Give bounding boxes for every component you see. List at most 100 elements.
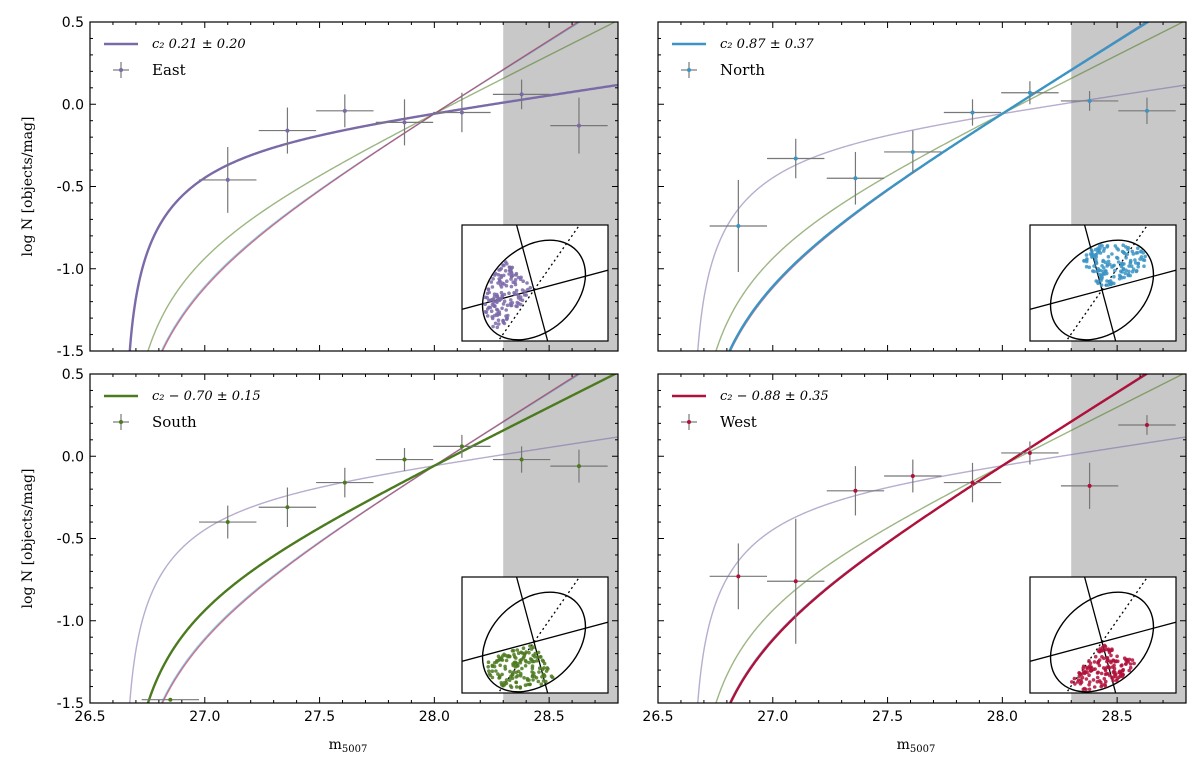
y-tick-label: -0.5 — [57, 180, 84, 196]
pn-dot — [514, 273, 518, 277]
pn-dot — [519, 671, 523, 676]
pn-dot — [523, 664, 528, 668]
pn-dot — [1124, 658, 1128, 662]
pn-dot — [1111, 670, 1116, 674]
pn-dot — [535, 655, 540, 659]
pn-dot — [1113, 268, 1117, 273]
point-marker — [285, 505, 290, 510]
fit-curve-east — [697, 84, 1186, 351]
x-axis-label-sub: 5007 — [910, 744, 935, 755]
fit-curve-south — [715, 374, 1185, 703]
pn-dot — [1096, 246, 1100, 251]
pn-dot — [1097, 272, 1102, 277]
fit-curve-west — [161, 22, 580, 351]
data-point — [709, 543, 768, 610]
pn-dot — [504, 317, 509, 322]
data-point — [1001, 441, 1059, 465]
pn-dot — [537, 670, 541, 674]
panel-north: c₂ 0.87 ± 0.37 North — [657, 21, 1187, 352]
pn-dot — [493, 321, 498, 326]
fit-curve-west-main — [729, 374, 1149, 703]
pn-dot — [1097, 663, 1102, 668]
pn-dot — [486, 287, 491, 292]
pn-dot — [1102, 677, 1107, 681]
pn-dot — [1121, 673, 1125, 677]
pn-dot — [539, 682, 544, 686]
pn-dot — [1113, 674, 1118, 679]
pn-dot — [1099, 283, 1104, 287]
data-point — [433, 92, 491, 133]
pn-dot — [537, 666, 542, 670]
pn-dot — [1095, 671, 1100, 675]
point-marker — [1144, 422, 1149, 427]
pn-dot — [1112, 274, 1116, 279]
pn-dot — [1087, 687, 1092, 692]
x-tick-label: 27.5 — [304, 709, 335, 725]
pn-dot — [1120, 262, 1125, 266]
pn-dot — [1078, 682, 1083, 686]
x-tick-label: 27.0 — [189, 709, 220, 725]
data-point — [1118, 97, 1176, 124]
pn-dot — [1128, 665, 1133, 670]
point-marker — [910, 149, 915, 154]
point-marker — [853, 488, 858, 493]
pn-dot — [1110, 252, 1114, 256]
galaxy-ellipse — [481, 591, 587, 693]
pn-dot — [484, 310, 489, 315]
pn-dot — [485, 307, 490, 311]
pn-dot — [492, 273, 497, 277]
pn-dot — [1116, 248, 1121, 252]
point-marker — [736, 223, 741, 228]
x-axis-label: m5007 — [897, 737, 936, 755]
pn-dot — [1092, 685, 1097, 689]
pn-dot — [501, 263, 505, 267]
pn-dot — [1100, 264, 1104, 268]
pn-dot — [1104, 647, 1108, 652]
pn-dot — [1131, 267, 1136, 272]
pn-dot — [494, 669, 498, 673]
data-point — [316, 94, 374, 128]
pn-dot — [1070, 680, 1074, 684]
pn-dot — [1110, 665, 1115, 669]
pn-dot — [1134, 269, 1139, 274]
pn-dot — [1116, 260, 1121, 264]
pn-dot — [502, 292, 507, 297]
pn-dot — [1094, 260, 1099, 265]
pn-dot — [487, 669, 491, 673]
pn-dot — [1084, 677, 1089, 681]
pn-dot — [1130, 658, 1135, 662]
data-point — [375, 448, 434, 472]
pn-dot — [1092, 264, 1096, 268]
pn-dot — [1072, 676, 1077, 681]
x-tick-label: 28.0 — [987, 709, 1018, 725]
pn-dot — [491, 277, 495, 281]
pn-dot — [1131, 252, 1136, 256]
pn-dot — [504, 314, 508, 318]
pn-dot — [486, 660, 491, 664]
pn-dot — [1096, 281, 1100, 286]
galaxy-ellipse — [1049, 591, 1155, 693]
pn-dot — [511, 648, 516, 653]
pn-dot — [502, 680, 507, 685]
division-line — [1083, 577, 1117, 693]
data-point — [433, 434, 491, 458]
data-point — [199, 147, 257, 213]
pn-dot — [1129, 264, 1134, 269]
pn-dot — [1105, 244, 1110, 248]
pn-dot — [519, 275, 523, 280]
legend-fit-label: c₂ − 0.88 ± 0.35 — [720, 389, 829, 404]
galaxy-ellipse — [481, 239, 587, 341]
pn-dot — [528, 644, 532, 648]
legend-point-swatch — [119, 68, 123, 72]
pn-dot — [1084, 253, 1089, 257]
pn-dot — [1127, 269, 1131, 274]
pn-dot — [489, 309, 494, 314]
point-marker — [459, 110, 464, 115]
pn-dot — [1092, 269, 1096, 274]
point-marker — [1144, 108, 1149, 113]
pn-dot — [1110, 676, 1114, 680]
fit-curve-south — [715, 22, 1185, 351]
pn-dot — [1117, 670, 1121, 675]
data-point — [199, 505, 257, 539]
pn-dot — [1111, 658, 1116, 662]
